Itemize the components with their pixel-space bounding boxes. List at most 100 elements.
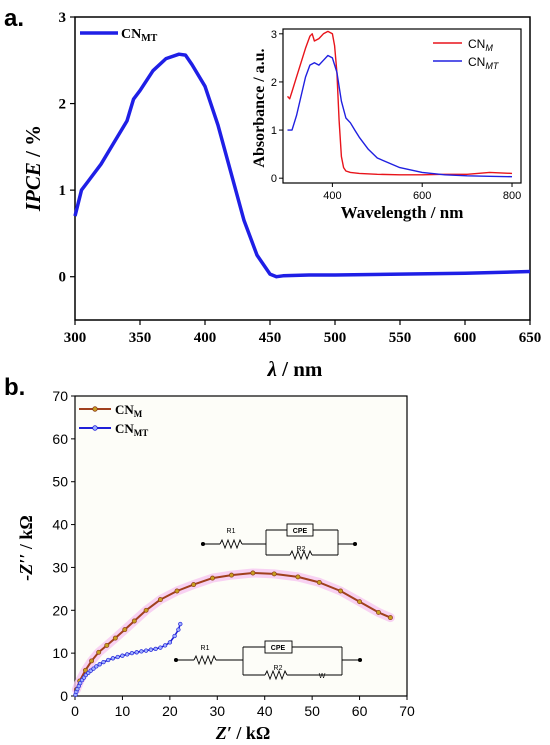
nyquist-legend-marker-cnmt [92, 425, 98, 431]
nyquist-point-cnmt [139, 649, 144, 654]
nyquist-point-cnmt [97, 662, 102, 667]
nyquist-legend-label-cnm: CNM [115, 402, 143, 419]
nyquist-x-tick-label: 70 [399, 703, 415, 719]
nyquist-point-cnm [376, 609, 381, 615]
nyquist-ticks: 0 10 20 30 40 50 60 70 0 10 20 30 40 50 60 70 [52, 388, 415, 719]
nyquist-point-cnm [89, 658, 95, 664]
nyquist-point-cnmt [178, 621, 183, 627]
nyquist-point-cnm [143, 607, 149, 613]
nyquist-point-cnm [387, 615, 393, 621]
nyquist-point-cnmt [106, 657, 111, 663]
nyquist-y-tick-label: 50 [52, 474, 68, 490]
nyquist-legend-marker-cnm [92, 406, 98, 412]
nyquist-legend-label-cnmt: CNMT [115, 421, 148, 438]
nyquist-y-tick-label: 30 [52, 559, 68, 575]
inset-y-tick-label: 2 [271, 77, 277, 89]
circuit2-cpe-label: CPE [271, 645, 286, 652]
ipce-plot: 300 350 400 450 500 550 600 650 0 1 2 3 CNMT λ / nm… [21, 10, 541, 381]
ipce-ticks: 300 350 400 450 500 550 600 650 0 1 2 3 [59, 10, 542, 346]
ipce-x-tick-label: 500 [324, 330, 347, 346]
nyquist-point-cnmt [158, 645, 163, 650]
inset-ticks: 400 600 800 0 1 2 3 [271, 29, 521, 202]
inset-legend-label-cnm: CNM [468, 37, 493, 53]
nyquist-x-axis-label: Z′ / kΩ [215, 723, 271, 743]
nyquist-point-cnm [131, 618, 137, 624]
equivalent-circuit-cnmt [173, 640, 363, 681]
ipce-y-tick-label: 1 [59, 183, 67, 199]
nyquist-x-tick-label: 50 [304, 703, 320, 719]
ipce-x-tick-label: 450 [259, 330, 282, 346]
nyquist-point-cnm [157, 597, 163, 603]
nyquist-plot-frame [74, 395, 408, 697]
ipce-x-tick-label: 350 [129, 330, 152, 346]
nyquist-y-tick-label: 20 [52, 602, 68, 618]
nyquist-point-cnmt [101, 659, 106, 665]
nyquist-x-tick-label: 20 [162, 703, 178, 719]
ipce-x-tick-label: 400 [194, 330, 217, 346]
nyquist-point-cnmt [162, 643, 168, 648]
nyquist-point-cnmt [120, 653, 125, 658]
absorbance-inset: 400 600 800 0 1 2 3 CNM CNMT Wavelength / nm A… [251, 28, 522, 222]
nyquist-point-cnm [174, 588, 180, 594]
inset-x-tick-label: 600 [413, 190, 431, 202]
nyquist-point-cnmt [78, 680, 83, 686]
nyquist-point-cnm [191, 582, 197, 588]
nyquist-x-tick-label: 30 [209, 703, 225, 719]
ipce-series-line-cnmt [73, 52, 531, 279]
nyquist-point-cnm [104, 642, 110, 648]
ipce-x-tick-label: 300 [64, 330, 87, 346]
ipce-x-tick-label: 600 [454, 330, 477, 346]
nyquist-y-tick-label: 70 [52, 388, 68, 404]
nyquist-y-axis-label: -Z′′ / kΩ [16, 515, 36, 581]
ipce-x-axis-label: λ / nm [267, 357, 323, 381]
nyquist-point-cnm [316, 579, 322, 585]
nyquist-point-cnm [122, 627, 128, 633]
nyquist-point-cnm [82, 667, 88, 673]
inset-series-line-cnm [286, 30, 513, 176]
nyquist-point-cnm [210, 575, 215, 581]
inset-x-tick-label: 800 [503, 190, 521, 202]
inset-x-tick-label: 400 [323, 190, 341, 202]
ipce-y-tick-label: 2 [59, 97, 67, 113]
inset-y-axis-label: Absorbance / a.u. [251, 48, 268, 167]
nyquist-point-cnmt [176, 627, 181, 632]
nyquist-point-cnm [96, 649, 102, 655]
circuit1-r2-label: R2 [297, 546, 306, 553]
nyquist-x-tick-label: 0 [71, 703, 79, 719]
circuit2-r1-label: R1 [201, 645, 210, 652]
equivalent-circuit-cnm [200, 523, 358, 561]
nyquist-point-cnmt [129, 650, 135, 656]
inset-y-tick-label: 3 [271, 29, 277, 41]
circuit2-r2-label: R2 [274, 665, 283, 672]
nyquist-y-tick-label: 0 [60, 688, 68, 704]
nyquist-point-cnmt [167, 640, 173, 645]
panel-label-b: b. [4, 374, 25, 401]
panel-label-a: a. [4, 5, 24, 32]
ipce-y-axis-label: IPCE / % [21, 125, 45, 212]
inset-series [286, 30, 513, 178]
nyquist-point-cnmt [88, 668, 93, 673]
nyquist-point-cnmt [143, 648, 149, 653]
nyquist-series [71, 568, 395, 697]
nyquist-x-tick-label: 10 [115, 703, 131, 719]
nyquist-y-tick-label: 40 [52, 517, 68, 533]
ipce-y-tick-label: 0 [59, 270, 67, 286]
nyquist-point-cnmt [115, 654, 120, 660]
inset-y-tick-label: 0 [271, 173, 277, 185]
nyquist-x-tick-label: 60 [352, 703, 368, 719]
ipce-series [73, 52, 531, 279]
nyquist-point-cnm [229, 572, 234, 578]
nyquist-point-cnmt [134, 650, 139, 655]
nyquist-point-cnm [250, 570, 256, 576]
nyquist-y-tick-label: 10 [52, 645, 68, 661]
nyquist-point-cnmt [110, 656, 116, 661]
nyquist-point-cnm [112, 635, 118, 641]
inset-y-tick-label: 1 [271, 125, 277, 137]
nyquist-y-tick-label: 60 [52, 431, 68, 447]
circuit1-r1-label: R1 [227, 528, 236, 535]
inset-series-line-cnmt [287, 54, 513, 178]
inset-frame [282, 28, 522, 184]
nyquist-point-cnm [271, 571, 277, 577]
ipce-legend-label: CNMT [121, 27, 158, 44]
